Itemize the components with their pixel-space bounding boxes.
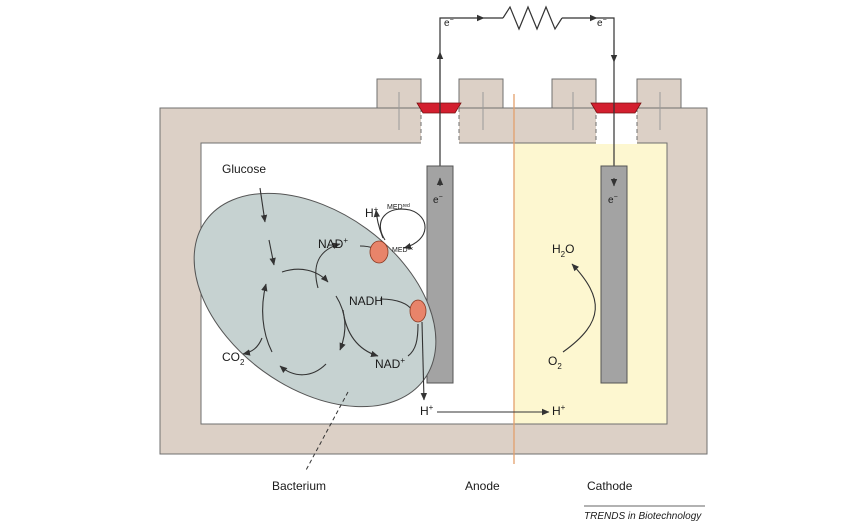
glucose-label: Glucose: [222, 162, 266, 176]
cathode-electrode: [600, 165, 628, 384]
bacterium-pointer: [304, 391, 349, 473]
co2-label: CO2: [222, 350, 245, 367]
resistor: [502, 5, 563, 31]
cathode-caption: Cathode: [587, 479, 633, 493]
h-plus-down-arrow: [420, 321, 428, 401]
h2o-label: H2O: [552, 242, 574, 259]
cathode-chamber: [513, 142, 668, 425]
h-plus-release-arrow: [373, 209, 384, 239]
o2-label: O2: [548, 354, 562, 371]
med-red-label: MEDred: [387, 203, 410, 211]
h-plus-cathode-label: H+: [552, 403, 566, 418]
nadh-label: NADH: [349, 294, 383, 308]
nad-plus-bottom-label: NAD+: [375, 356, 405, 371]
oxygen-reduction-arrow: [562, 263, 596, 353]
mediator-loop: [379, 208, 426, 250]
anode-electron-label: e−: [433, 194, 443, 206]
h-plus-top-label: H+: [365, 205, 379, 220]
h-plus-anode-label: H+: [420, 403, 434, 418]
wire-electron-right: e−: [597, 17, 607, 29]
wire-electron-left: e−: [444, 17, 454, 29]
cathode-seal: [590, 102, 642, 114]
enzyme-bottom: [409, 299, 427, 323]
enzyme-top: [369, 240, 389, 264]
anode-seal: [416, 102, 462, 114]
nad-plus-top-label: NAD+: [318, 236, 348, 251]
med-ox-label: MEDox: [392, 246, 413, 254]
lid-blocks: [376, 78, 682, 144]
anode-caption: Anode: [465, 479, 500, 493]
source-caption: TRENDS in Biotechnology: [584, 511, 702, 522]
cathode-electron-label: e−: [608, 194, 618, 206]
bacterium-caption: Bacterium: [272, 479, 326, 493]
